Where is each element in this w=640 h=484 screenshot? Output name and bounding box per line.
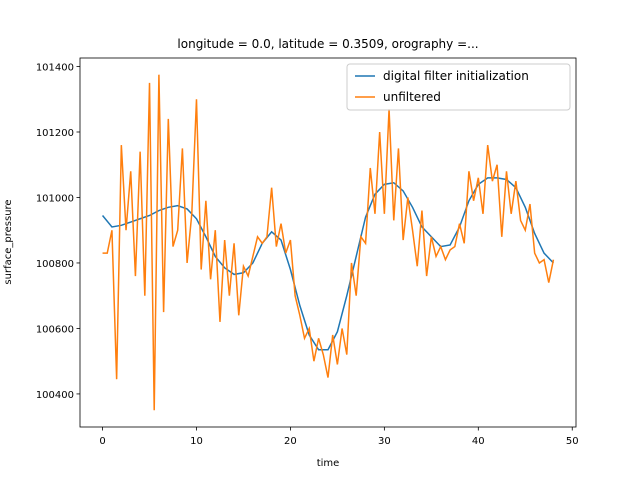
legend-label: unfiltered bbox=[383, 90, 441, 104]
x-axis-label: time bbox=[317, 458, 340, 469]
legend-box bbox=[346, 63, 571, 111]
legend-label: digital filter initialization bbox=[383, 69, 529, 83]
line-series bbox=[101, 177, 554, 351]
plot-frame bbox=[79, 57, 577, 428]
y-axis-label: surface_pressure bbox=[3, 199, 14, 284]
y-tick-label: 101200 bbox=[36, 128, 74, 139]
y-tick-label: 101000 bbox=[36, 193, 74, 204]
x-tick-label: 30 bbox=[378, 436, 391, 447]
x-tick-label: 40 bbox=[472, 436, 485, 447]
x-tick-label: 20 bbox=[284, 436, 297, 447]
line-series bbox=[102, 74, 555, 411]
y-tick-label: 100800 bbox=[36, 259, 74, 270]
x-tick-label: 0 bbox=[99, 436, 105, 447]
y-tick-label: 100400 bbox=[36, 390, 74, 401]
chart-title: longitude = 0.0, latitude = 0.3509, orog… bbox=[177, 37, 478, 51]
x-tick-label: 10 bbox=[190, 436, 203, 447]
x-tick-label: 50 bbox=[566, 436, 579, 447]
y-tick-label: 101400 bbox=[36, 63, 74, 74]
y-tick-label: 100600 bbox=[36, 324, 74, 335]
